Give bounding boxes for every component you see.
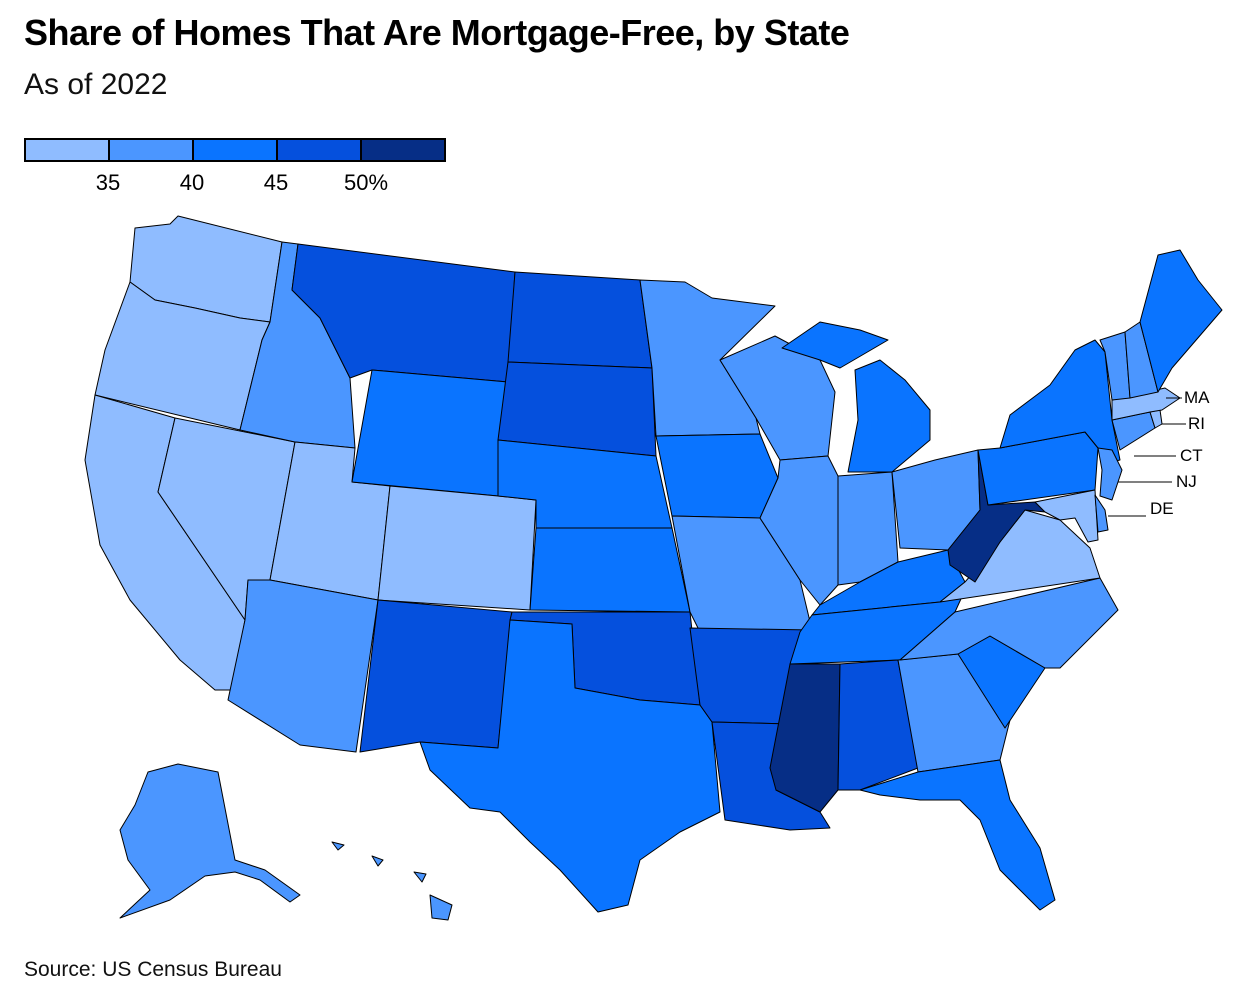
- state-FL: [859, 759, 1056, 911]
- legend-swatch-1: [26, 140, 110, 160]
- callout-label-DE: DE: [1150, 499, 1174, 518]
- state-MA: [1111, 387, 1181, 421]
- state-ND: [507, 271, 653, 369]
- state-TX: [419, 619, 721, 913]
- state-MI: [781, 321, 931, 473]
- source-note: Source: US Census Bureau: [24, 958, 282, 981]
- state-WV: [947, 449, 1046, 583]
- state-KS: [529, 527, 691, 613]
- callout-label-MA: MA: [1184, 388, 1210, 407]
- state-WY: [351, 369, 509, 497]
- state-NJ: [1097, 447, 1123, 501]
- state-WI: [719, 335, 836, 461]
- chart-title: Share of Homes That Are Mortgage-Free, b…: [24, 12, 850, 53]
- state-IA: [655, 433, 779, 519]
- callout-label-RI: RI: [1188, 414, 1205, 433]
- legend-bar: [24, 138, 446, 162]
- legend-swatch-4: [278, 140, 362, 160]
- state-NM: [359, 599, 513, 753]
- chart-subtitle: As of 2022: [24, 68, 168, 101]
- state-DE: [1094, 494, 1109, 533]
- state-AK: [119, 763, 301, 919]
- state-HI: [331, 841, 453, 921]
- state-AZ: [227, 579, 379, 753]
- state-ME: [1139, 249, 1223, 393]
- state-VT: [1099, 331, 1131, 401]
- legend-tick-35: 35: [95, 170, 121, 195]
- callout-label-CT: CT: [1180, 446, 1203, 465]
- legend-tick-50: 50%: [343, 170, 389, 195]
- color-legend: 35 40 45 50%: [24, 138, 446, 198]
- state-CO: [377, 485, 537, 611]
- legend-swatch-2: [110, 140, 194, 160]
- state-AL: [837, 659, 919, 791]
- legend-swatch-5: [362, 140, 444, 160]
- legend-swatch-3: [194, 140, 278, 160]
- us-state-map: MA RI CT NJ DE: [84, 215, 1223, 921]
- state-NC: [899, 577, 1119, 669]
- state-NY: [999, 339, 1121, 463]
- callout-label-NJ: NJ: [1176, 472, 1197, 491]
- legend-tick-45: 45: [263, 170, 289, 195]
- legend-tick-40: 40: [179, 170, 205, 195]
